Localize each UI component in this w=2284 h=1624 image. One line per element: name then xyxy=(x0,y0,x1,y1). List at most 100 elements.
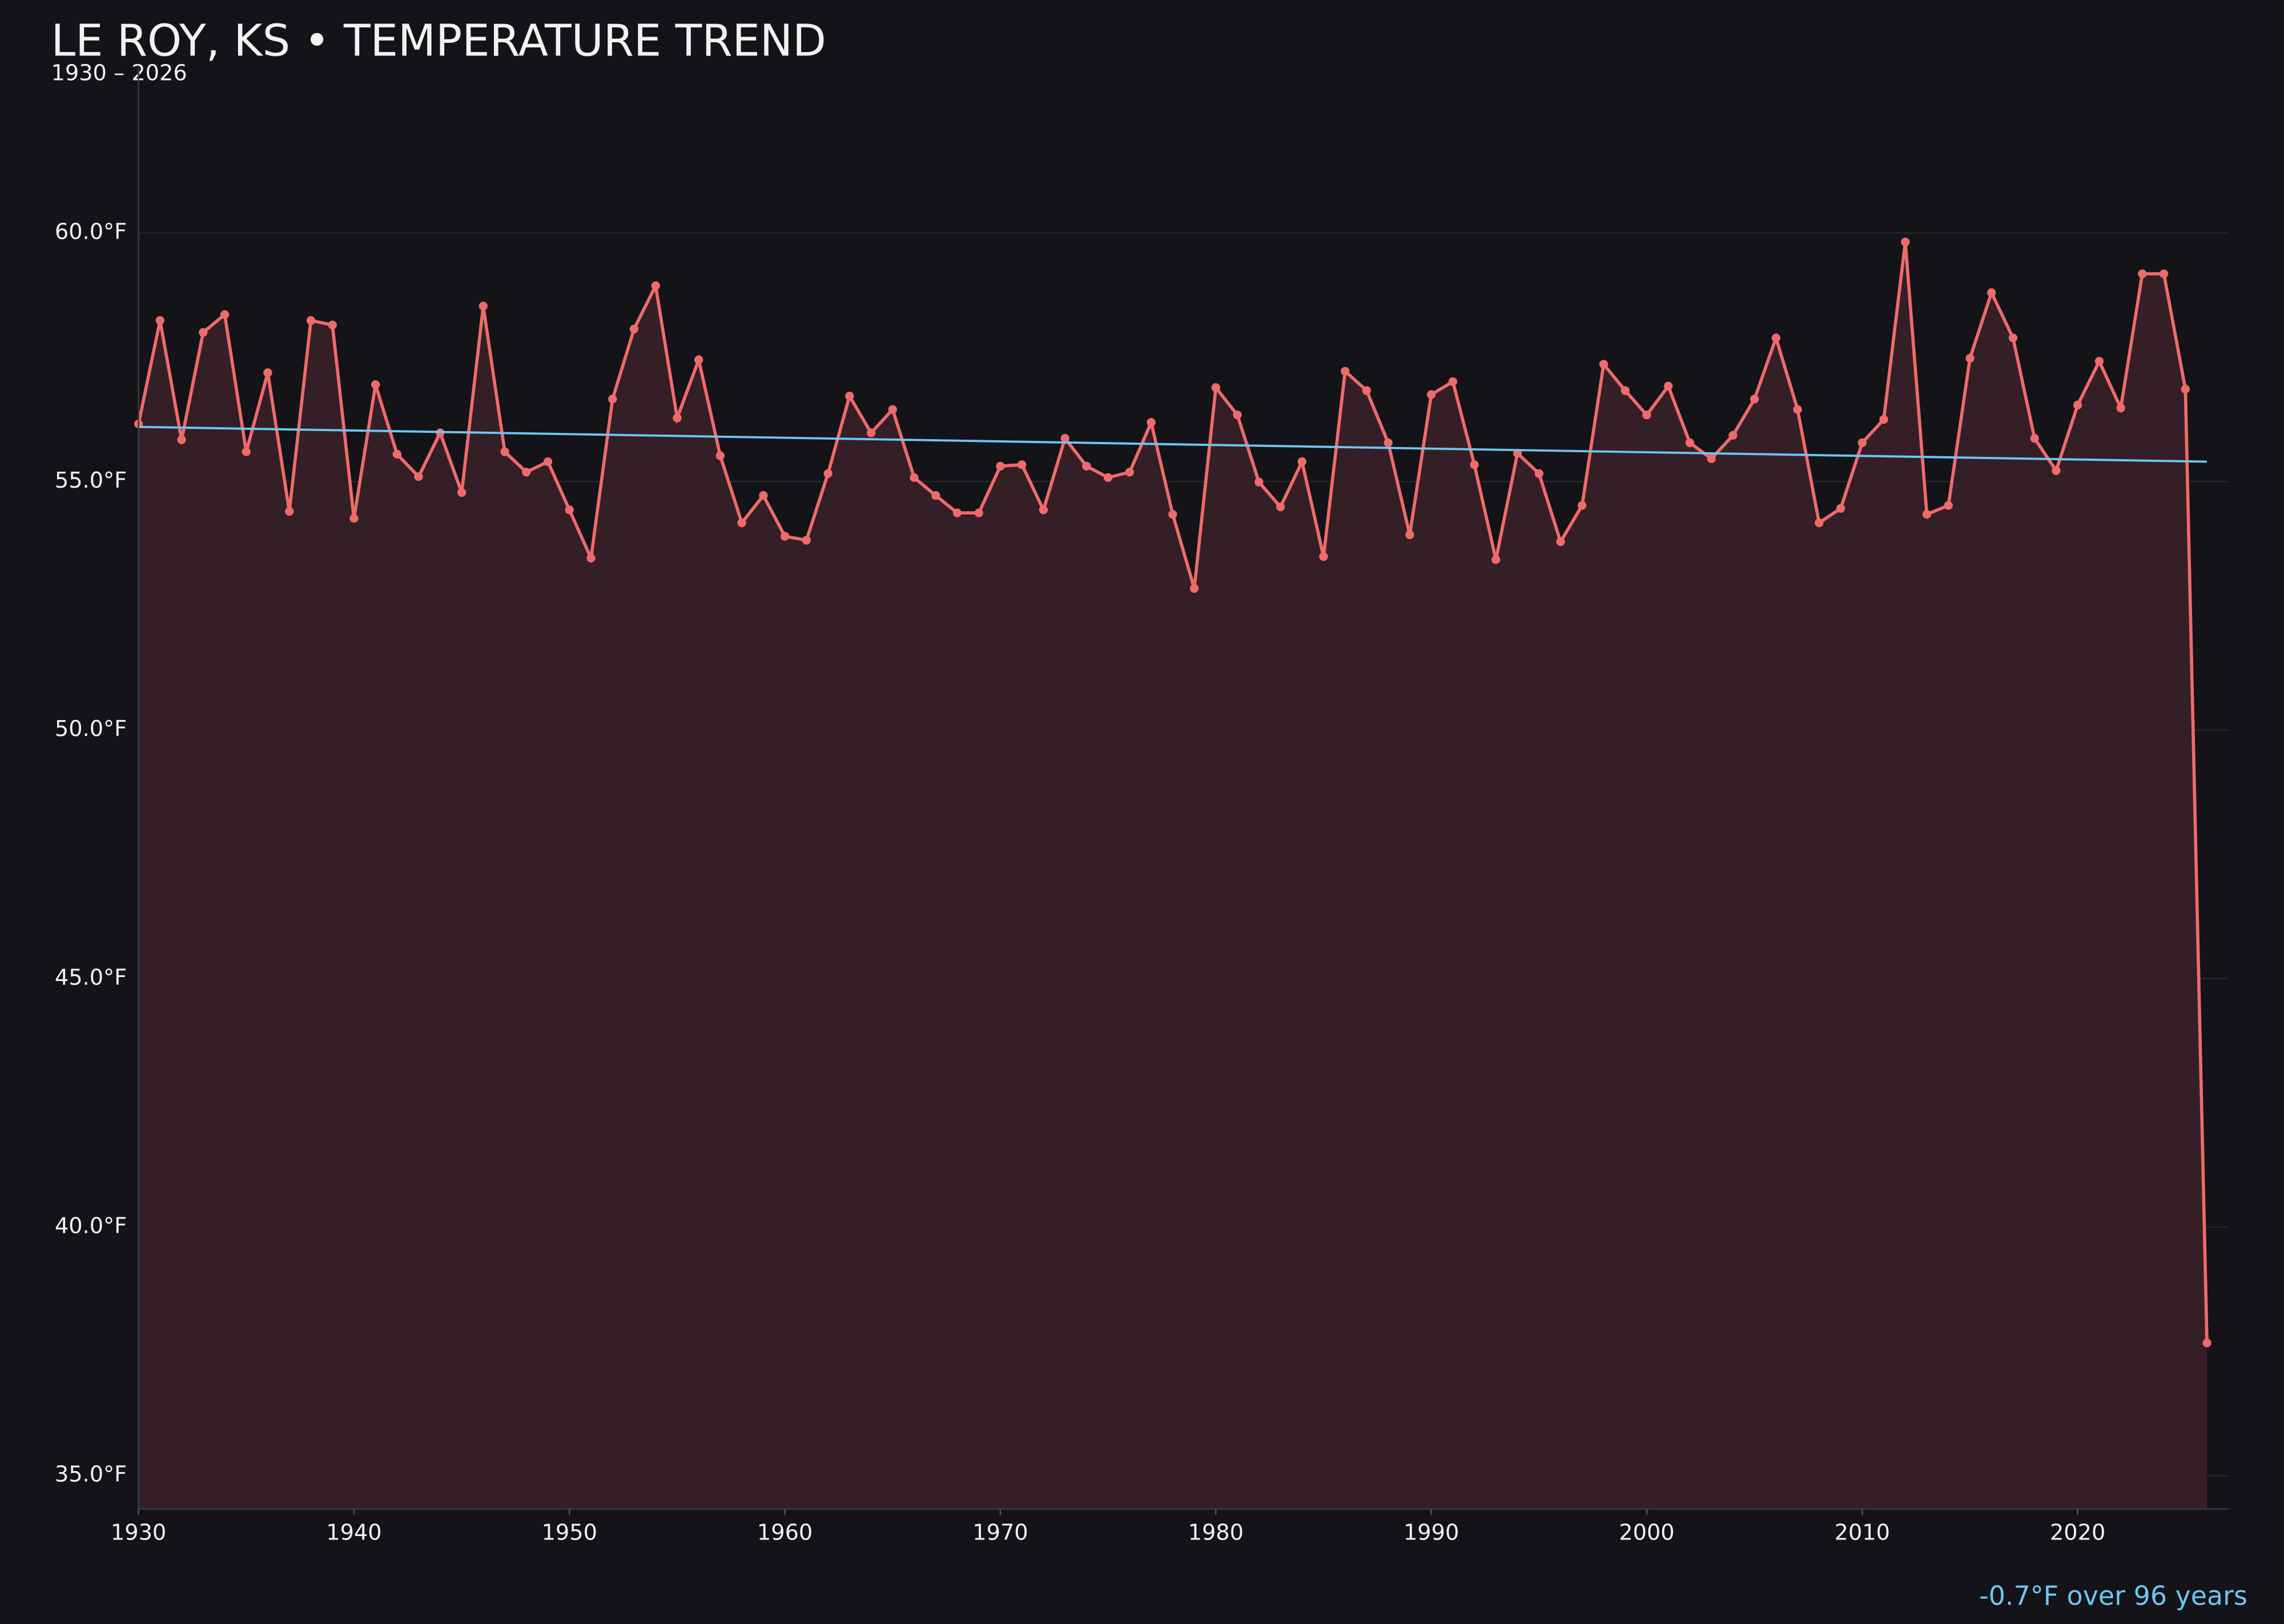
data-point xyxy=(1018,460,1027,469)
data-point xyxy=(1168,510,1177,519)
data-point xyxy=(866,428,876,437)
data-point xyxy=(349,514,359,523)
data-point xyxy=(2202,1338,2211,1348)
data-point xyxy=(414,472,423,481)
data-point xyxy=(608,395,617,404)
data-point xyxy=(1599,360,1609,369)
y-tick-label: 55.0°F xyxy=(55,468,127,493)
data-point xyxy=(1987,288,1996,298)
data-point xyxy=(543,457,553,467)
data-point xyxy=(694,355,703,364)
data-point xyxy=(392,449,402,459)
data-point xyxy=(522,468,531,477)
data-point xyxy=(220,310,230,319)
data-point xyxy=(629,324,639,333)
data-point xyxy=(2073,400,2082,409)
data-point xyxy=(952,508,962,517)
data-point xyxy=(1836,504,1845,513)
data-point xyxy=(1189,584,1199,593)
chart-title: LE ROY, KS • TEMPERATURE TREND xyxy=(51,16,826,67)
data-point xyxy=(888,405,897,414)
data-point xyxy=(2181,384,2190,394)
data-point xyxy=(1771,333,1781,343)
y-tick-label: 50.0°F xyxy=(55,716,127,742)
data-point xyxy=(1556,537,1565,546)
data-point xyxy=(1965,353,1975,363)
data-point xyxy=(2116,403,2125,413)
data-point xyxy=(1276,503,1285,512)
data-point xyxy=(1685,438,1695,448)
data-point xyxy=(1103,473,1113,483)
data-point xyxy=(1620,386,1630,395)
data-point xyxy=(457,488,467,497)
data-point xyxy=(1793,405,1802,414)
data-point xyxy=(1384,438,1393,448)
data-point xyxy=(1405,530,1414,540)
data-point xyxy=(802,536,811,545)
trend-annotation: -0.7°F over 96 years xyxy=(1979,1581,2247,1611)
data-point xyxy=(931,491,940,500)
data-point xyxy=(1857,438,1867,448)
data-point xyxy=(1039,505,1048,514)
y-tick-label: 40.0°F xyxy=(55,1213,127,1239)
data-point xyxy=(1147,418,1156,427)
x-tick-label: 1970 xyxy=(972,1520,1028,1545)
x-tick-label: 1950 xyxy=(542,1520,597,1545)
data-point xyxy=(328,320,337,329)
data-point xyxy=(974,508,983,517)
data-point xyxy=(780,532,790,541)
data-point xyxy=(823,469,833,479)
data-point xyxy=(1319,552,1328,561)
data-point xyxy=(263,368,272,377)
x-tick-label: 2020 xyxy=(2050,1520,2105,1545)
data-point xyxy=(845,391,854,401)
area xyxy=(138,242,2207,1509)
data-point xyxy=(910,473,919,483)
data-point xyxy=(2094,357,2104,366)
data-point xyxy=(1448,377,1458,387)
x-tick-label: 1960 xyxy=(757,1520,813,1545)
data-point xyxy=(1233,411,1242,420)
data-point xyxy=(1534,469,1543,479)
data-point xyxy=(1901,238,1910,247)
data-point xyxy=(1060,433,1069,443)
data-point xyxy=(1944,501,1953,510)
data-point xyxy=(1082,461,1091,471)
data-point xyxy=(1297,457,1306,467)
y-tick-label: 35.0°F xyxy=(55,1462,127,1488)
data-point xyxy=(1211,383,1220,392)
y-tick-label: 60.0°F xyxy=(55,219,127,245)
data-point xyxy=(242,447,251,456)
data-point xyxy=(478,302,488,311)
data-point xyxy=(1426,390,1436,399)
x-tick-label: 1940 xyxy=(326,1520,381,1545)
data-point xyxy=(177,435,186,444)
x-tick-label: 1990 xyxy=(1404,1520,1459,1545)
data-point xyxy=(285,507,294,516)
data-point xyxy=(1491,555,1501,564)
data-point xyxy=(1815,518,1824,528)
x-tick-label: 2010 xyxy=(1835,1520,1890,1545)
data-point xyxy=(2159,269,2169,279)
x-tick-label: 1930 xyxy=(111,1520,166,1545)
x-tick-label: 1980 xyxy=(1188,1520,1244,1545)
data-point xyxy=(586,553,596,563)
data-point xyxy=(1125,468,1135,477)
data-point xyxy=(1341,367,1350,376)
data-point xyxy=(155,316,164,325)
data-point xyxy=(1664,381,1673,391)
data-point xyxy=(1750,395,1759,404)
data-point xyxy=(1362,386,1372,395)
data-point xyxy=(2138,269,2147,279)
data-point xyxy=(306,316,316,325)
data-point xyxy=(651,281,660,291)
data-point xyxy=(1254,477,1264,487)
x-tick-label: 2000 xyxy=(1619,1520,1674,1545)
data-point xyxy=(1922,510,1932,519)
data-point xyxy=(759,491,768,500)
data-point xyxy=(199,328,208,337)
y-tick-label: 45.0°F xyxy=(55,964,127,990)
chart-subtitle: 1930 – 2026 xyxy=(51,61,187,86)
